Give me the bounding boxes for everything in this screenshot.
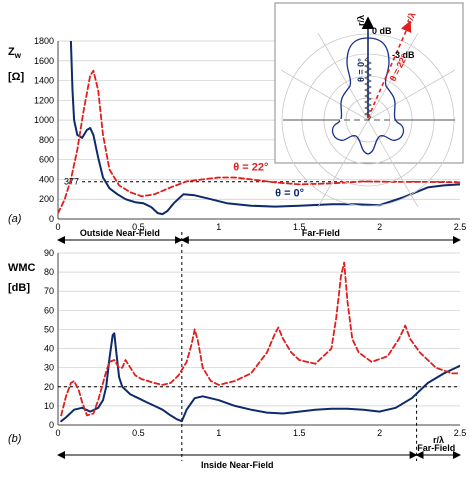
x-tick-label: 1.5 — [293, 222, 306, 232]
panel-b-regions — [57, 232, 461, 461]
y-tick-label: 1200 — [34, 95, 54, 105]
inset-label-0db: 0 dB — [372, 26, 392, 36]
panel-b-axes: 0 10 20 30 40 50 60 70 80 90 0 0.5 1 1.5 2 2.5 — [44, 248, 466, 438]
y-tick-label: 90 — [44, 248, 54, 258]
inset-theta22-arrow — [367, 20, 412, 119]
region-label-inside-near-field: Inside Near-Field — [201, 460, 274, 470]
x-tick-label: 1 — [216, 428, 221, 438]
y-tick-label: 400 — [39, 174, 54, 184]
y-tick-label: 600 — [39, 155, 54, 165]
y-tick-label: 60 — [44, 305, 54, 315]
inset-pattern-curve — [331, 37, 405, 155]
annotation-theta-22: θ = 22° — [233, 162, 268, 174]
panel-b: WMC [dB] (b) 0 10 20 30 40 50 60 70 80 90 0 0.5 1 1.5… — [8, 228, 466, 470]
region-label-outside-near-field: Outside Near-Field — [80, 228, 160, 238]
panel-b-ylabel: WMC — [8, 262, 36, 274]
y-tick-label: 10 — [44, 401, 54, 411]
y-tick-label: 20 — [44, 382, 54, 392]
series-line-theta-22 — [60, 261, 460, 417]
annotation-theta-0: θ = 0° — [275, 187, 304, 199]
x-tick-label: 0 — [55, 222, 60, 232]
series-line-theta-0 — [60, 332, 460, 423]
panel-b-series — [60, 261, 460, 423]
x-tick-label: 1.5 — [293, 428, 306, 438]
panel-a-label: (a) — [8, 213, 22, 225]
region-label-far-field-bottom: Far-Field — [417, 443, 455, 453]
y-tick-label: 800 — [39, 135, 54, 145]
x-tick-label: 2 — [377, 222, 382, 232]
panel-a-ylabel: Zw — [8, 46, 22, 60]
inset-label-theta0: θ = 0° — [356, 58, 366, 82]
x-tick-label: 0.5 — [132, 222, 145, 232]
y-tick-label: 40 — [44, 344, 54, 354]
y-tick-label: 70 — [44, 286, 54, 296]
inset-radiation-pattern: 0 dB -3 dB r/λ θ = 0° θ = 22° r/λ — [274, 2, 464, 208]
inset-label-3db: -3 dB — [392, 50, 415, 60]
inset-label-r-lambda-vertical: r/λ — [356, 15, 366, 26]
y-tick-label: 30 — [44, 363, 54, 373]
series-line-theta-22 — [58, 69, 460, 214]
panel-b-yunit: [dB] — [8, 282, 30, 294]
panel-b-label: (b) — [8, 433, 22, 445]
y-tick-label: 50 — [44, 324, 54, 334]
y-tick-label: 0 — [49, 420, 54, 430]
y-tick-label: 1600 — [34, 56, 54, 66]
y-tick-label: 1400 — [34, 76, 54, 86]
x-tick-label: 0.5 — [132, 428, 145, 438]
x-tick-label: 2 — [377, 428, 382, 438]
series-line-theta-0 — [69, 41, 460, 216]
y-tick-label: 1800 — [34, 36, 54, 46]
y-tick-label: 200 — [39, 194, 54, 204]
panel-a: Zw [Ω] (a) 0 200 400 600 800 1000 1200 1400 1600… — [8, 36, 466, 232]
y-tick-label: 0 — [49, 214, 54, 224]
x-tick-label: 2.5 — [454, 428, 467, 438]
x-tick-label: 1 — [216, 222, 221, 232]
x-tick-label: 0 — [55, 428, 60, 438]
y-tick-label: 1000 — [34, 115, 54, 125]
panel-a-series — [58, 41, 460, 216]
y-tick-label: 80 — [44, 267, 54, 277]
panel-a-yunit: [Ω] — [8, 71, 24, 83]
panel-b-xlabel: r/λ — [433, 435, 444, 445]
x-tick-label: 2.5 — [454, 222, 467, 232]
reference-377-label: 377 — [64, 177, 79, 187]
region-label-far-field-top: Far-Field — [302, 228, 340, 238]
inset-label-r-lambda-angled: r/λ — [404, 11, 418, 25]
